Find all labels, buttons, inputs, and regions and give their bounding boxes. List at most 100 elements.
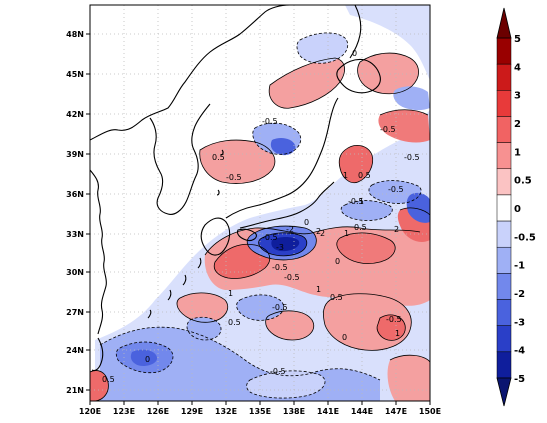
contour-label: -0.5 xyxy=(348,197,364,206)
x-tick-label: 123E xyxy=(113,407,135,416)
contour-line xyxy=(213,243,271,279)
x-tick-label: 141E xyxy=(317,407,339,416)
contour-label: 0.5 xyxy=(354,223,367,232)
x-tick-label: 129E xyxy=(181,407,203,416)
cold-eddy-core xyxy=(271,237,300,252)
contour-label: -3 xyxy=(276,243,284,252)
y-tick-label: 39N xyxy=(66,150,84,159)
contour-line-negative xyxy=(340,200,393,221)
south-cold-core-2 xyxy=(130,349,158,366)
colorbar-label: 2 xyxy=(514,119,521,130)
colorbar-label: -1 xyxy=(514,261,525,272)
colorbar-swatch xyxy=(496,246,512,274)
y-tick-label: 42N xyxy=(66,110,84,119)
contour-line xyxy=(357,52,419,95)
contour-label: -0.5 xyxy=(404,153,420,162)
colorbar-swatch xyxy=(496,299,512,326)
warm-region-east xyxy=(336,232,396,264)
x-tick-label: 138E xyxy=(283,407,305,416)
cold-patch-ne-3 xyxy=(341,200,393,221)
x-tick-label: 126E xyxy=(147,407,169,416)
coastline-korea xyxy=(149,103,211,215)
contour-label: 2 xyxy=(320,229,325,238)
contour-line xyxy=(199,139,276,184)
contour-label: 0 xyxy=(335,257,340,266)
contour-label: 1 xyxy=(344,229,349,238)
colorbar-swatch xyxy=(496,194,512,222)
contour-label: -0.5 xyxy=(270,367,286,376)
y-tick-label: 33N xyxy=(66,230,84,239)
coastline-asia-mainland xyxy=(90,5,291,141)
contour-label: 0 xyxy=(145,355,150,364)
south-warm-east-core xyxy=(377,314,406,341)
y-tick-label: 27N xyxy=(66,308,84,317)
contour-label: 1 xyxy=(316,285,321,294)
colorbar-swatches xyxy=(496,37,512,379)
contour-label: -0.5 xyxy=(272,263,288,272)
colorbar-swatch xyxy=(496,116,512,143)
x-tick-label: 132E xyxy=(215,407,237,416)
y-tick-label: 24N xyxy=(66,346,84,355)
contour-line-negative xyxy=(252,122,302,155)
contour-line-negative xyxy=(246,370,326,399)
contour-line xyxy=(265,310,315,341)
contour-label: 2 xyxy=(316,227,321,236)
colorbar-label: 0.5 xyxy=(514,176,532,187)
contour-label: -0.5 xyxy=(272,303,288,312)
contour-label: 0 xyxy=(352,49,357,58)
contour-label: 0 xyxy=(342,333,347,342)
contour-line xyxy=(336,232,396,264)
contour-label: 0.5 xyxy=(102,375,115,384)
coastline-sakhalin xyxy=(349,5,362,59)
contour-label: 0.5 xyxy=(358,171,371,180)
axis-ticks xyxy=(86,33,431,405)
colorbar-label: -3 xyxy=(514,317,525,328)
colorbar-label: -0.5 xyxy=(514,232,536,243)
warm-patch-ne-2 xyxy=(378,109,430,143)
map-panel: 0 0.5 -0.5 -0.5 -0.5 0.5 1 -0.5 -0.5 -1 … xyxy=(66,4,441,416)
contour-line xyxy=(376,314,406,341)
japan-sea-cold-core xyxy=(270,137,296,156)
colorbar-labels: 5 4 3 2 1 0.5 0 -0.5 -1 -2 -3 -4 -5 xyxy=(514,34,536,385)
pacific-north-warm xyxy=(357,53,419,94)
colorbar-swatch xyxy=(496,37,512,65)
contour-line xyxy=(379,109,429,116)
colorbar: 5 4 3 2 1 0.5 0 -0.5 -1 -2 -3 -4 -5 xyxy=(496,7,536,407)
contour-label: -0.5 xyxy=(284,273,300,282)
colorbar-swatch xyxy=(496,325,512,353)
japan-sea-north-cold xyxy=(296,32,348,64)
contour-labels: 0 0.5 -0.5 -0.5 -0.5 0.5 1 -0.5 -0.5 -1 … xyxy=(102,49,420,384)
south-warm-west xyxy=(176,292,228,323)
colorbar-tip-top xyxy=(496,7,512,39)
coastline-hokkaido xyxy=(336,58,381,94)
y-tick-label: 21N xyxy=(66,386,84,395)
contour-label: 0.5 xyxy=(330,293,343,302)
colorbar-tip-bottom xyxy=(496,377,512,407)
y-tick-label: 45N xyxy=(66,70,84,79)
y-tick-label: 48N xyxy=(66,30,84,39)
contour-lines-dashed xyxy=(99,32,422,399)
contour-line xyxy=(258,232,308,257)
colorbar-label: -4 xyxy=(514,346,525,357)
south-warm-corner xyxy=(90,370,109,401)
y-tick-label: 30N xyxy=(66,268,84,277)
contour-label: -0.5 xyxy=(380,125,396,134)
contour-line xyxy=(338,145,374,184)
colorbar-swatch xyxy=(496,142,512,170)
contour-label: -1 xyxy=(356,197,364,206)
x-axis-labels: 120E 123E 126E 129E 132E 135E 138E 141E … xyxy=(79,407,441,416)
x-tick-label: 150E xyxy=(419,407,441,416)
south-light-band xyxy=(246,370,325,399)
contour-line xyxy=(268,57,345,109)
colorbar-swatch xyxy=(496,63,512,91)
south-warm-mid xyxy=(265,310,314,340)
colorbar-swatch xyxy=(496,273,512,300)
colorbar-label: 3 xyxy=(514,91,521,102)
contour-line xyxy=(389,354,430,363)
contour-label: -0.5 xyxy=(388,185,404,194)
contour-label: -0.5 xyxy=(262,233,278,242)
contour-label: 0 xyxy=(304,218,309,227)
coastline-islands-sea-of-japan xyxy=(216,149,224,196)
y-axis-labels: 21N 24N 27N 30N 33N 36N 39N 42N 45N 48N xyxy=(66,30,84,395)
